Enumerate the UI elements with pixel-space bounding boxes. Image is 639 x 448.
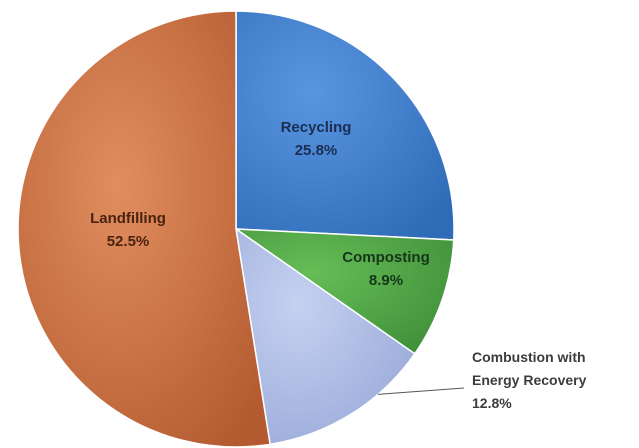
landfilling-name-label: Landfilling	[90, 210, 166, 227]
recycling-name-label: Recycling	[281, 119, 352, 136]
slice-landfilling	[17, 10, 271, 448]
composting-name-label: Composting	[342, 249, 430, 266]
combustion-leader-line	[377, 387, 465, 395]
recycling-value-label: 25.8%	[295, 142, 338, 159]
combustion-name-label: Combustion with	[472, 349, 586, 365]
pie-slices	[17, 10, 455, 448]
slice-recycling	[235, 10, 455, 241]
pie-labels: Recycling 25.8% Composting 8.9% Combustion w…	[90, 119, 587, 411]
slice-composting	[233, 228, 455, 355]
combustion-value-label: 12.8%	[472, 395, 512, 411]
landfilling-value-label: 52.5%	[107, 233, 150, 250]
slice-combustion	[234, 227, 416, 446]
combustion-name-label: Energy Recovery	[472, 372, 587, 388]
composting-value-label: 8.9%	[369, 272, 403, 289]
